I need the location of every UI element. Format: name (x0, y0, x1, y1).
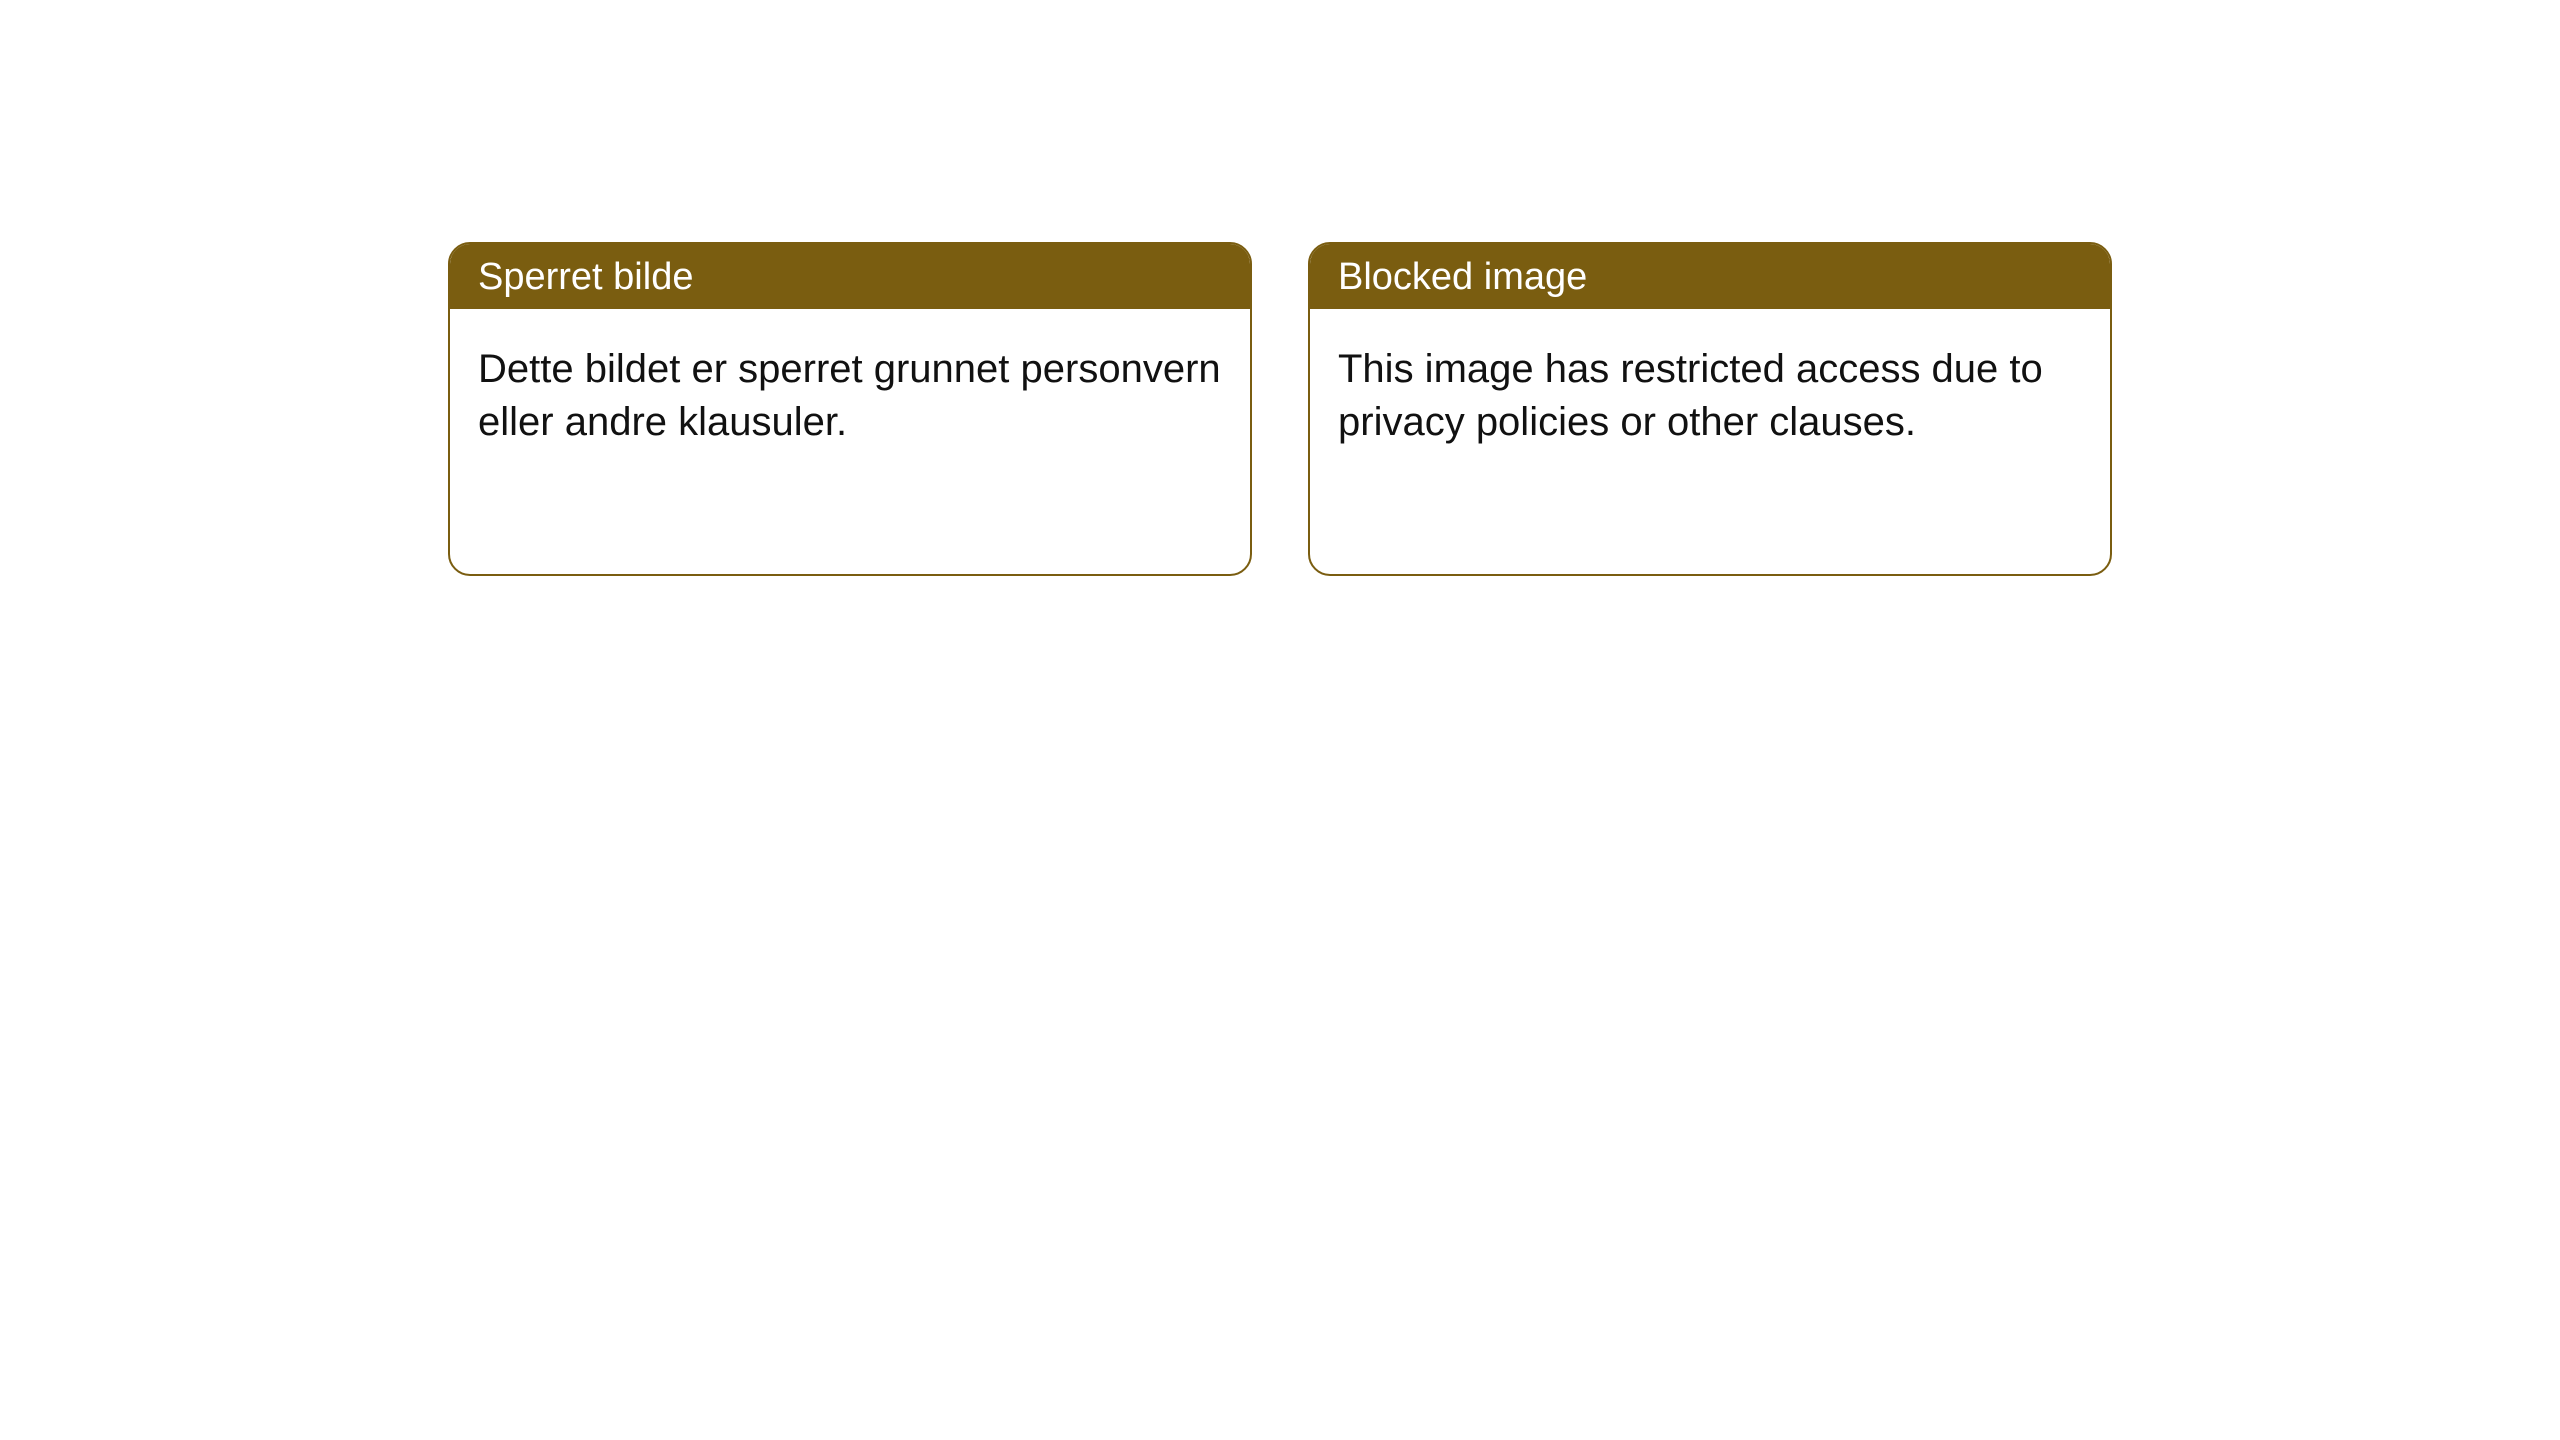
cards-row: Sperret bilde Dette bildet er sperret gr… (448, 242, 2112, 576)
notice-card-body-en: This image has restricted access due to … (1310, 309, 2110, 477)
notice-card-header-en: Blocked image (1310, 244, 2110, 309)
notice-card-header-no: Sperret bilde (450, 244, 1250, 309)
notice-card-en: Blocked image This image has restricted … (1308, 242, 2112, 576)
notice-card-body-no: Dette bildet er sperret grunnet personve… (450, 309, 1250, 477)
notice-card-no: Sperret bilde Dette bildet er sperret gr… (448, 242, 1252, 576)
page-root: Sperret bilde Dette bildet er sperret gr… (0, 0, 2560, 1440)
notice-card-title-no: Sperret bilde (478, 256, 693, 298)
notice-card-title-en: Blocked image (1338, 256, 1587, 298)
notice-card-text-no: Dette bildet er sperret grunnet personve… (478, 347, 1221, 444)
notice-card-text-en: This image has restricted access due to … (1338, 347, 2043, 444)
